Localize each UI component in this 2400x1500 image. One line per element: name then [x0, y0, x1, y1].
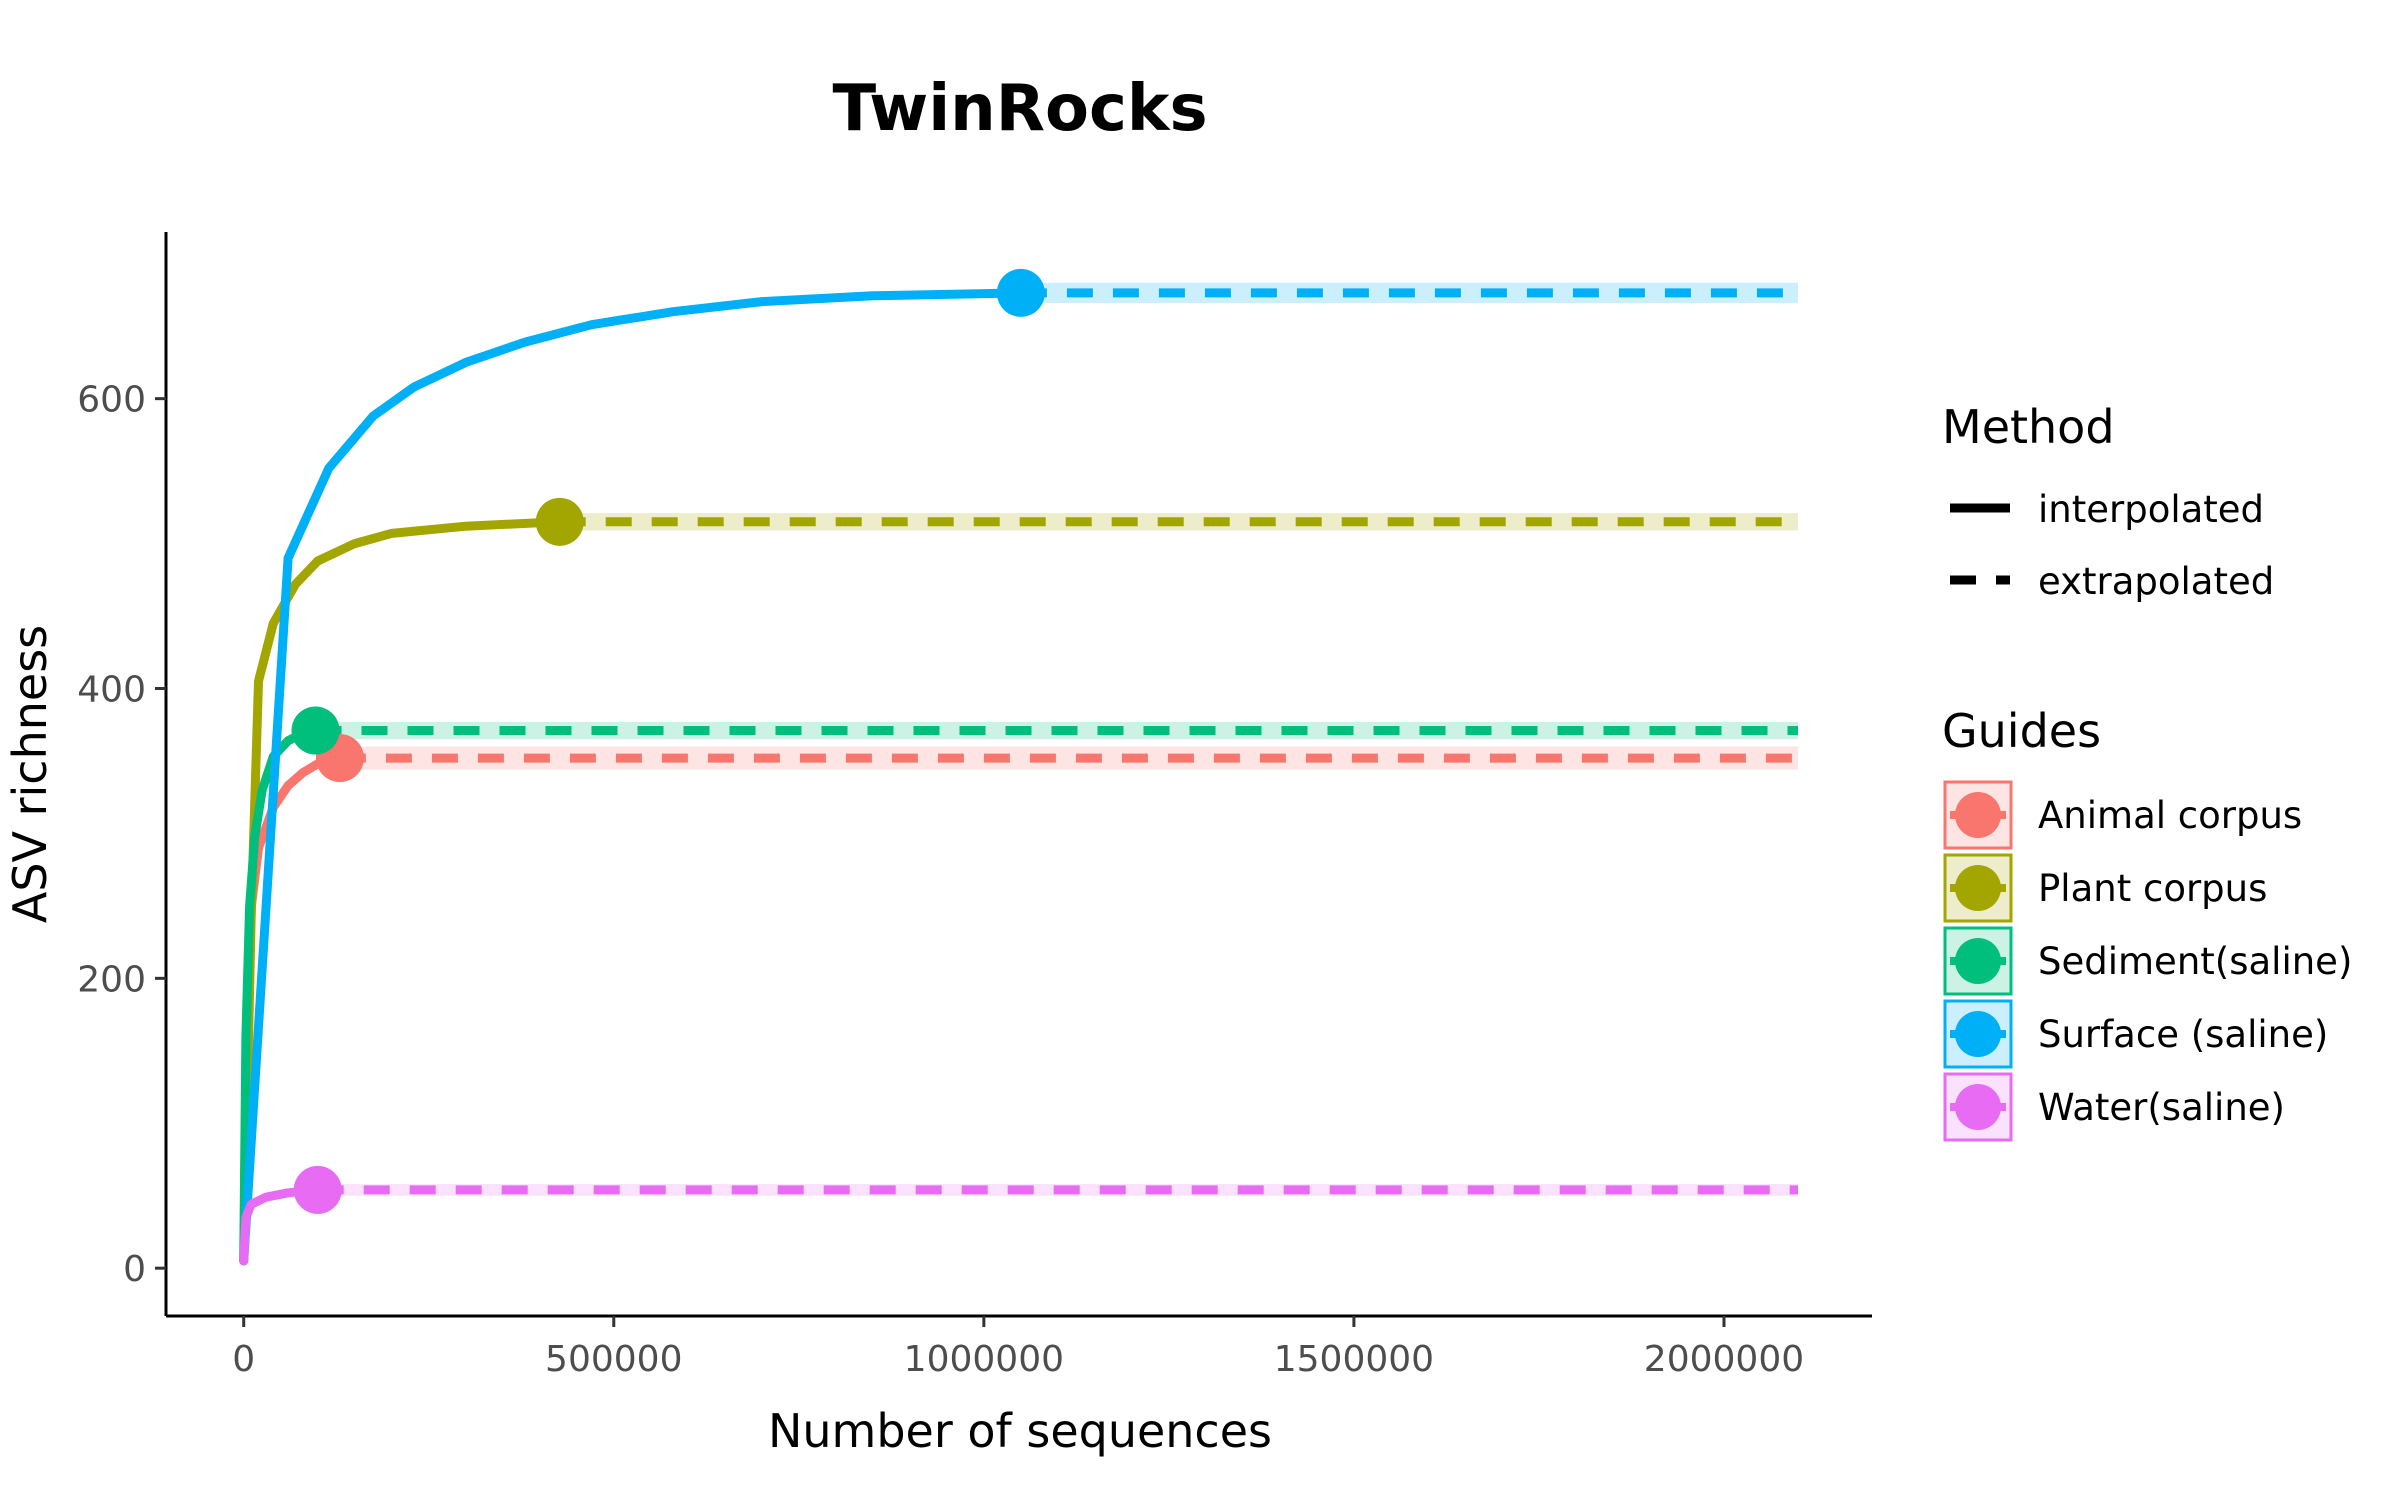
guides-legend-title: Guides [1942, 704, 2101, 758]
interpolated-line-4 [239, 1185, 323, 1266]
legend-key-extrapolated: extrapolated [1950, 560, 2274, 603]
legend-swatch-point-2 [1955, 938, 2001, 984]
x-tick-label-4: 2000000 [1644, 1339, 1804, 1380]
legend-swatch-point-0 [1955, 792, 2001, 838]
y-axis-title: ASV richness [3, 625, 57, 923]
legend: Method interpolated extrapolated Guides … [1942, 400, 2352, 1142]
legend-label-interpolated: interpolated [2038, 488, 2264, 531]
legend-swatch-point-3 [1955, 1011, 2001, 1057]
y-axis-ticks: 0 200 400 600 [77, 380, 166, 1290]
legend-key-3: Surface (saline) [1943, 999, 2328, 1069]
legend-label-4: Water(saline) [2038, 1086, 2285, 1129]
legend-key-0: Animal corpus [1943, 780, 2302, 850]
x-tick-label-1: 500000 [545, 1339, 682, 1380]
x-axis-ticks: 0 500000 1000000 1500000 2000000 [232, 1316, 1804, 1380]
guides-legend-keys: Animal corpus Plant corpus Sediment(saline… [1943, 780, 2352, 1142]
plot-area [239, 268, 1798, 1266]
legend-key-2: Sediment(saline) [1943, 926, 2352, 996]
y-tick-label-2: 400 [77, 669, 146, 710]
x-tick-label-0: 0 [232, 1339, 255, 1380]
chart-title: TwinRocks [832, 72, 1207, 146]
x-tick-label-2: 1000000 [904, 1339, 1064, 1380]
reference-point-4 [293, 1165, 342, 1214]
y-tick-label-3: 600 [77, 380, 146, 421]
legend-swatch-point-1 [1955, 865, 2001, 911]
confidence-band-0 [339, 746, 1798, 770]
reference-point-3 [996, 268, 1045, 317]
legend-key-1: Plant corpus [1943, 853, 2267, 923]
method-legend-title: Method [1942, 400, 2115, 454]
legend-swatch-point-4 [1955, 1084, 2001, 1130]
legend-label-2: Sediment(saline) [2038, 940, 2352, 983]
x-axis-title: Number of sequences [768, 1404, 1272, 1458]
reference-point-2 [291, 706, 340, 755]
legend-key-interpolated: interpolated [1950, 488, 2264, 531]
interpolated-line-1 [239, 517, 565, 1266]
y-tick-label-1: 200 [77, 959, 146, 1000]
legend-label-0: Animal corpus [2038, 794, 2302, 837]
legend-label-3: Surface (saline) [2038, 1013, 2328, 1056]
x-tick-label-3: 1500000 [1274, 1339, 1434, 1380]
interpolated-line-3 [239, 288, 1026, 1266]
legend-label-extrapolated: extrapolated [2038, 560, 2274, 603]
reference-point-1 [535, 497, 584, 546]
legend-key-4: Water(saline) [1943, 1072, 2285, 1142]
y-tick-label-0: 0 [123, 1249, 146, 1290]
legend-label-1: Plant corpus [2038, 867, 2267, 910]
